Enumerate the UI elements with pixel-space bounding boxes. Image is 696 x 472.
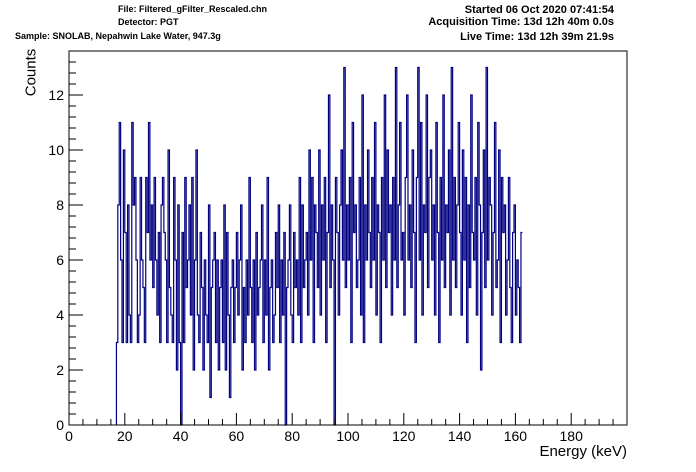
- sample-label: Sample: SNOLAB, Nepahwin Lake Water, 947…: [15, 31, 221, 41]
- y-tick-label: 0: [56, 417, 64, 433]
- x-tick-label: 20: [117, 428, 133, 444]
- y-tick-label: 10: [48, 142, 64, 158]
- y-tick-label: 6: [56, 252, 64, 268]
- x-axis: 0 20 40 60 80 100 120 140 160 180: [65, 413, 628, 444]
- x-tick-label: 40: [173, 428, 189, 444]
- spectrum-line: [115, 66, 523, 426]
- x-tick-label: 0: [65, 428, 73, 444]
- x-axis-title: Energy (keV): [539, 443, 627, 460]
- live-time-label: Live Time: 13d 12h 39m 21.9s: [460, 31, 614, 43]
- x-tick-label: 140: [448, 428, 472, 444]
- x-tick-label: 160: [504, 428, 528, 444]
- x-tick-label: 60: [229, 428, 245, 444]
- x-tick-label: 100: [336, 428, 360, 444]
- x-tick-label: 120: [392, 428, 416, 444]
- y-tick-label: 12: [48, 87, 64, 103]
- y-tick-label: 4: [56, 307, 64, 323]
- y-tick-label: 2: [56, 362, 64, 378]
- x-tick-label: 180: [560, 428, 584, 444]
- detector-label: Detector: PGT: [118, 17, 179, 27]
- y-axis: 0 2 4 6 8 10 12: [48, 50, 83, 433]
- histogram-series: [115, 66, 523, 426]
- file-label: File: Filtered_gFilter_Rescaled.chn: [118, 4, 268, 14]
- y-axis-title: Counts: [22, 48, 40, 97]
- acquisition-time-label: Acquisition Time: 13d 12h 40m 0.0s: [428, 16, 614, 28]
- y-tick-label: 8: [56, 197, 64, 213]
- x-tick-label: 80: [284, 428, 300, 444]
- started-label: Started 06 Oct 2020 07:41:54: [464, 4, 614, 16]
